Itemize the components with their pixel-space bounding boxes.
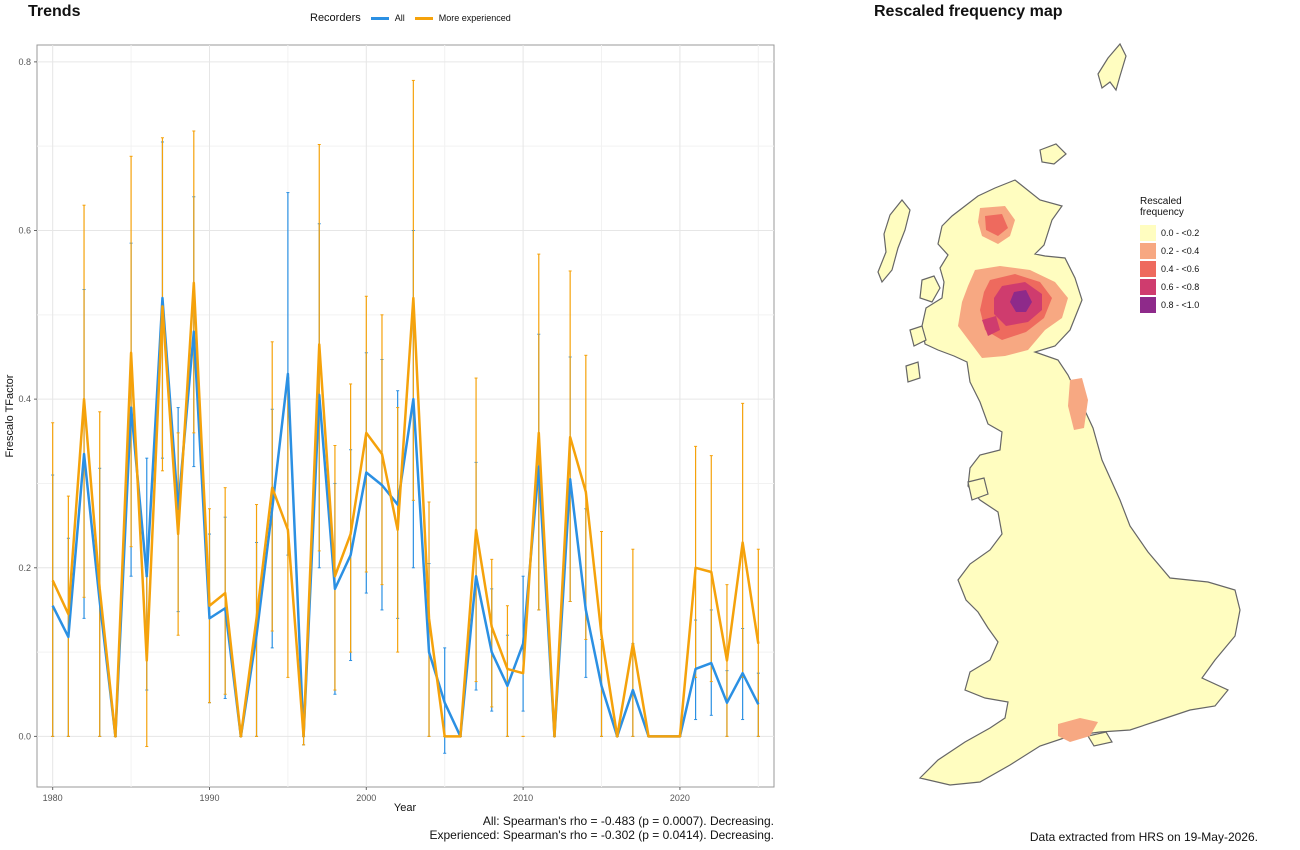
freq-band-0.4-north [985, 214, 1008, 236]
y-axis-label: Frescalo TFactor [4, 374, 16, 457]
legend-title: Recorders [310, 12, 361, 24]
hebrides [877, 199, 911, 284]
legend-label-all: All [394, 13, 405, 23]
map-legend-item: 0.4 - <0.6 [1140, 260, 1210, 278]
y-tick-label: 0.0 [18, 731, 31, 741]
freq-band-0.2-northeast [1068, 378, 1088, 430]
mull [909, 325, 927, 347]
legend-label-experienced: More experienced [438, 13, 511, 23]
x-axis-ticks: 1980 1990 2000 2010 2020 [43, 787, 690, 803]
skye [919, 275, 941, 303]
stat-experienced: Experienced: Spearman's rho = -0.302 (p … [429, 828, 775, 842]
map-legend-label: 0.0 - <0.2 [1161, 228, 1200, 238]
map-legend-item: 0.2 - <0.4 [1140, 242, 1210, 260]
map-legend-swatch [1140, 243, 1156, 259]
map-legend-label: 0.2 - <0.4 [1161, 246, 1200, 256]
freq-band-0.2-south [1058, 718, 1098, 742]
map-legend-label: 0.6 - <0.8 [1161, 282, 1200, 292]
map-title: Rescaled frequency map [874, 3, 1063, 20]
x-tick-label: 2010 [513, 793, 533, 803]
series-line-more-experienced [51, 281, 760, 738]
trends-legend: Recorders All More experienced [310, 12, 511, 24]
freq-band-0.8 [1010, 290, 1032, 312]
map-legend-swatch [1140, 279, 1156, 295]
shetland [1097, 42, 1127, 92]
x-tick-label: 2000 [356, 793, 376, 803]
map-legend: Rescaled frequency 0.0 - <0.2 0.2 - <0.4… [1140, 196, 1210, 314]
map-legend-swatch [1140, 297, 1156, 313]
trends-title: Trends [28, 3, 81, 20]
y-tick-label: 0.2 [18, 563, 31, 573]
x-tick-label: 2020 [670, 793, 690, 803]
map-legend-item: 0.8 - <1.0 [1140, 296, 1210, 314]
anglesey [967, 477, 989, 501]
x-tick-label: 1990 [199, 793, 219, 803]
orkney [1039, 143, 1067, 165]
map-legend-swatch [1140, 225, 1156, 241]
legend-swatch-all [370, 16, 389, 20]
freq-band-0.6-west [982, 316, 1000, 336]
x-tick-label: 1980 [43, 793, 63, 803]
isle-of-wight [1087, 731, 1113, 747]
frequency-map [877, 42, 1241, 786]
data-source-note: Data extracted from HRS on 19-May-2026. [1029, 830, 1258, 844]
x-axis-label: Year [394, 802, 417, 814]
y-tick-label: 0.4 [18, 394, 31, 404]
map-legend-title: Rescaled frequency [1140, 196, 1184, 218]
trend-statistics: All: Spearman's rho = -0.483 (p = 0.0007… [430, 814, 775, 842]
y-tick-label: 0.8 [18, 57, 31, 67]
y-axis-ticks: 0.0 0.2 0.4 0.6 0.8 [18, 57, 37, 741]
islay [905, 361, 921, 383]
trends-chart: 0.0 0.2 0.4 0.6 0.8 1980 1990 2000 2010 2020 Yea… [4, 44, 775, 814]
map-legend-label: 0.4 - <0.6 [1161, 264, 1200, 274]
map-legend-swatch [1140, 261, 1156, 277]
stat-all: All: Spearman's rho = -0.483 (p = 0.0007… [482, 814, 774, 828]
legend-swatch-experienced [414, 16, 433, 20]
map-legend-item: 0.6 - <0.8 [1140, 278, 1210, 296]
map-legend-label: 0.8 - <1.0 [1161, 300, 1200, 310]
y-tick-label: 0.6 [18, 226, 31, 236]
series-group [51, 79, 760, 754]
map-legend-item: 0.0 - <0.2 [1140, 224, 1210, 242]
